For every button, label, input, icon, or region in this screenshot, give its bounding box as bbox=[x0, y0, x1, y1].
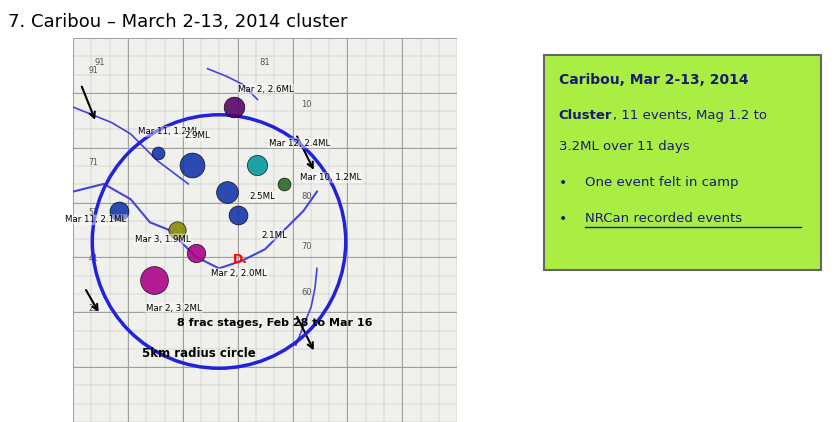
Text: 5km radius circle: 5km radius circle bbox=[142, 347, 256, 360]
Point bbox=[185, 161, 199, 168]
Text: 21: 21 bbox=[89, 304, 98, 313]
Text: 3.2ML over 11 days: 3.2ML over 11 days bbox=[559, 140, 690, 153]
Text: NRCan recorded events: NRCan recorded events bbox=[584, 212, 741, 225]
Text: One event felt in camp: One event felt in camp bbox=[584, 176, 738, 189]
Text: Cluster: Cluster bbox=[559, 109, 612, 122]
Text: 7. Caribou – March 2-13, 2014 cluster: 7. Caribou – March 2-13, 2014 cluster bbox=[8, 13, 348, 31]
Point bbox=[228, 104, 241, 111]
FancyBboxPatch shape bbox=[73, 38, 457, 422]
Text: 60: 60 bbox=[301, 288, 312, 297]
Point bbox=[151, 150, 164, 157]
Text: 81: 81 bbox=[260, 58, 271, 67]
Point bbox=[250, 161, 264, 168]
Text: 2.1ML: 2.1ML bbox=[261, 231, 287, 240]
Point bbox=[170, 227, 184, 233]
Text: •: • bbox=[559, 176, 567, 190]
Text: Mar 2, 2.0ML: Mar 2, 2.0ML bbox=[211, 269, 267, 278]
Text: Mar 2, 3.2ML: Mar 2, 3.2ML bbox=[146, 304, 202, 313]
Point bbox=[147, 276, 160, 283]
Text: 91: 91 bbox=[89, 65, 98, 75]
Point bbox=[220, 188, 234, 195]
Text: D.: D. bbox=[232, 253, 247, 265]
Text: Mar 2, 2.6ML: Mar 2, 2.6ML bbox=[238, 85, 294, 94]
Point bbox=[277, 181, 291, 187]
Text: 2.5ML: 2.5ML bbox=[250, 192, 276, 201]
Text: Mar 10, 1.2ML: Mar 10, 1.2ML bbox=[300, 173, 361, 182]
Text: 51: 51 bbox=[89, 208, 98, 216]
Text: •: • bbox=[559, 212, 567, 226]
Text: 91: 91 bbox=[94, 58, 105, 67]
Text: Mar 3, 1.9ML: Mar 3, 1.9ML bbox=[134, 235, 190, 243]
Text: Caribou, Mar 2-13, 2014: Caribou, Mar 2-13, 2014 bbox=[559, 73, 748, 87]
Text: 80: 80 bbox=[301, 192, 312, 201]
Text: Mar 12, 2.4ML: Mar 12, 2.4ML bbox=[269, 138, 330, 148]
FancyBboxPatch shape bbox=[544, 55, 821, 270]
Text: 10: 10 bbox=[301, 100, 312, 109]
Text: 71: 71 bbox=[89, 158, 98, 167]
Point bbox=[113, 207, 126, 214]
Text: 2.9ML: 2.9ML bbox=[185, 131, 210, 140]
Text: Mar 11, 2.1ML: Mar 11, 2.1ML bbox=[65, 215, 127, 225]
Point bbox=[190, 250, 203, 257]
Point bbox=[231, 211, 245, 218]
Text: 70: 70 bbox=[301, 242, 312, 251]
Text: Mar 11, 1.2ML: Mar 11, 1.2ML bbox=[139, 127, 200, 136]
Text: , 11 events, Mag 1.2 to: , 11 events, Mag 1.2 to bbox=[614, 109, 767, 122]
Text: 41: 41 bbox=[89, 254, 98, 263]
Text: 8 frac stages, Feb 28 to Mar 16: 8 frac stages, Feb 28 to Mar 16 bbox=[177, 318, 372, 328]
